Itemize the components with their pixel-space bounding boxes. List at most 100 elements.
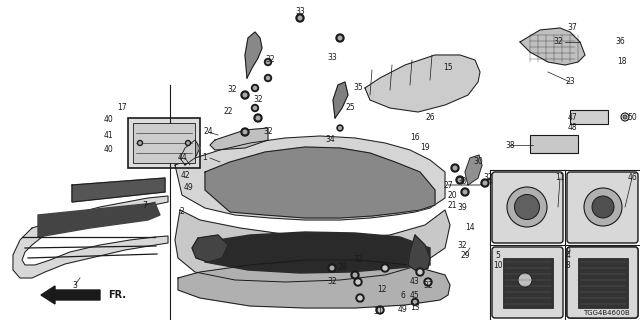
Circle shape	[243, 93, 247, 97]
Text: 13: 13	[410, 303, 420, 313]
Text: 30: 30	[457, 178, 467, 187]
Text: 32: 32	[265, 55, 275, 65]
Text: 12: 12	[377, 285, 387, 294]
Circle shape	[458, 178, 462, 182]
Bar	[133, 123, 195, 163]
Polygon shape	[180, 140, 200, 165]
Text: 32: 32	[553, 37, 563, 46]
Polygon shape	[178, 260, 450, 308]
Bar	[530, 135, 578, 153]
Ellipse shape	[584, 188, 622, 226]
Ellipse shape	[592, 196, 614, 218]
Text: 41: 41	[103, 131, 113, 140]
Circle shape	[412, 299, 419, 306]
Text: 10: 10	[493, 260, 503, 269]
Text: 45: 45	[410, 291, 420, 300]
Text: 37: 37	[567, 23, 577, 33]
FancyArrow shape	[41, 286, 100, 304]
Ellipse shape	[507, 187, 547, 227]
Text: 42: 42	[180, 171, 190, 180]
Circle shape	[351, 271, 359, 279]
Text: TGG4B4600B: TGG4B4600B	[583, 310, 630, 316]
Circle shape	[328, 264, 336, 272]
Circle shape	[254, 114, 262, 122]
Text: 39: 39	[457, 204, 467, 212]
Polygon shape	[365, 55, 480, 112]
Text: 9: 9	[566, 247, 570, 257]
Text: 1: 1	[203, 154, 207, 163]
Text: 26: 26	[425, 114, 435, 123]
Text: 32: 32	[457, 241, 467, 250]
Circle shape	[264, 59, 271, 66]
Text: 32: 32	[263, 127, 273, 137]
Text: 25: 25	[345, 103, 355, 113]
Text: 18: 18	[617, 58, 627, 67]
Text: 48: 48	[567, 124, 577, 132]
Text: 24: 24	[203, 127, 213, 137]
Circle shape	[253, 86, 257, 90]
Circle shape	[383, 266, 387, 270]
Text: 21: 21	[447, 201, 457, 210]
Circle shape	[463, 190, 467, 194]
Circle shape	[252, 105, 259, 111]
Text: 33: 33	[327, 53, 337, 62]
Bar	[128, 118, 200, 168]
Polygon shape	[205, 147, 435, 218]
Polygon shape	[72, 178, 165, 202]
Circle shape	[416, 268, 424, 276]
Polygon shape	[205, 232, 430, 273]
Circle shape	[381, 264, 389, 272]
Text: 46: 46	[627, 173, 637, 182]
Circle shape	[353, 273, 357, 277]
Circle shape	[336, 34, 344, 42]
Text: 27: 27	[443, 180, 453, 189]
Text: 14: 14	[465, 223, 475, 233]
Text: 49: 49	[183, 183, 193, 193]
Circle shape	[241, 128, 249, 136]
Polygon shape	[465, 155, 482, 185]
Text: 35: 35	[353, 84, 363, 92]
Text: 32: 32	[227, 85, 237, 94]
Text: 44: 44	[177, 154, 187, 163]
Text: 32: 32	[327, 277, 337, 286]
Polygon shape	[520, 28, 585, 65]
Text: 3: 3	[72, 281, 77, 290]
Polygon shape	[333, 82, 348, 118]
Text: 32: 32	[353, 255, 363, 265]
Circle shape	[339, 127, 341, 129]
Text: 32: 32	[483, 173, 493, 182]
Circle shape	[256, 116, 260, 120]
Circle shape	[378, 308, 382, 312]
Circle shape	[330, 266, 334, 270]
Text: 15: 15	[443, 63, 453, 73]
Circle shape	[413, 300, 417, 304]
Text: 28: 28	[337, 263, 347, 273]
Text: 38: 38	[505, 140, 515, 149]
Circle shape	[418, 270, 422, 274]
Ellipse shape	[515, 195, 540, 220]
Text: 40: 40	[103, 146, 113, 155]
Text: 22: 22	[223, 108, 233, 116]
Circle shape	[264, 75, 271, 82]
Circle shape	[266, 60, 269, 64]
Circle shape	[241, 91, 249, 99]
Polygon shape	[38, 203, 160, 237]
Circle shape	[376, 306, 384, 314]
Bar	[570, 110, 608, 124]
Text: 17: 17	[117, 103, 127, 113]
Text: 11: 11	[556, 173, 564, 182]
Text: 34: 34	[325, 135, 335, 145]
Circle shape	[456, 176, 464, 184]
FancyBboxPatch shape	[567, 247, 638, 318]
Circle shape	[483, 181, 487, 185]
Text: 43: 43	[410, 277, 420, 286]
FancyBboxPatch shape	[492, 172, 563, 243]
Circle shape	[138, 140, 143, 146]
Circle shape	[187, 142, 189, 144]
Text: FR.: FR.	[108, 290, 126, 300]
FancyBboxPatch shape	[492, 247, 563, 318]
Text: 40: 40	[103, 116, 113, 124]
Polygon shape	[245, 32, 262, 78]
FancyBboxPatch shape	[567, 247, 638, 318]
Circle shape	[296, 14, 304, 22]
